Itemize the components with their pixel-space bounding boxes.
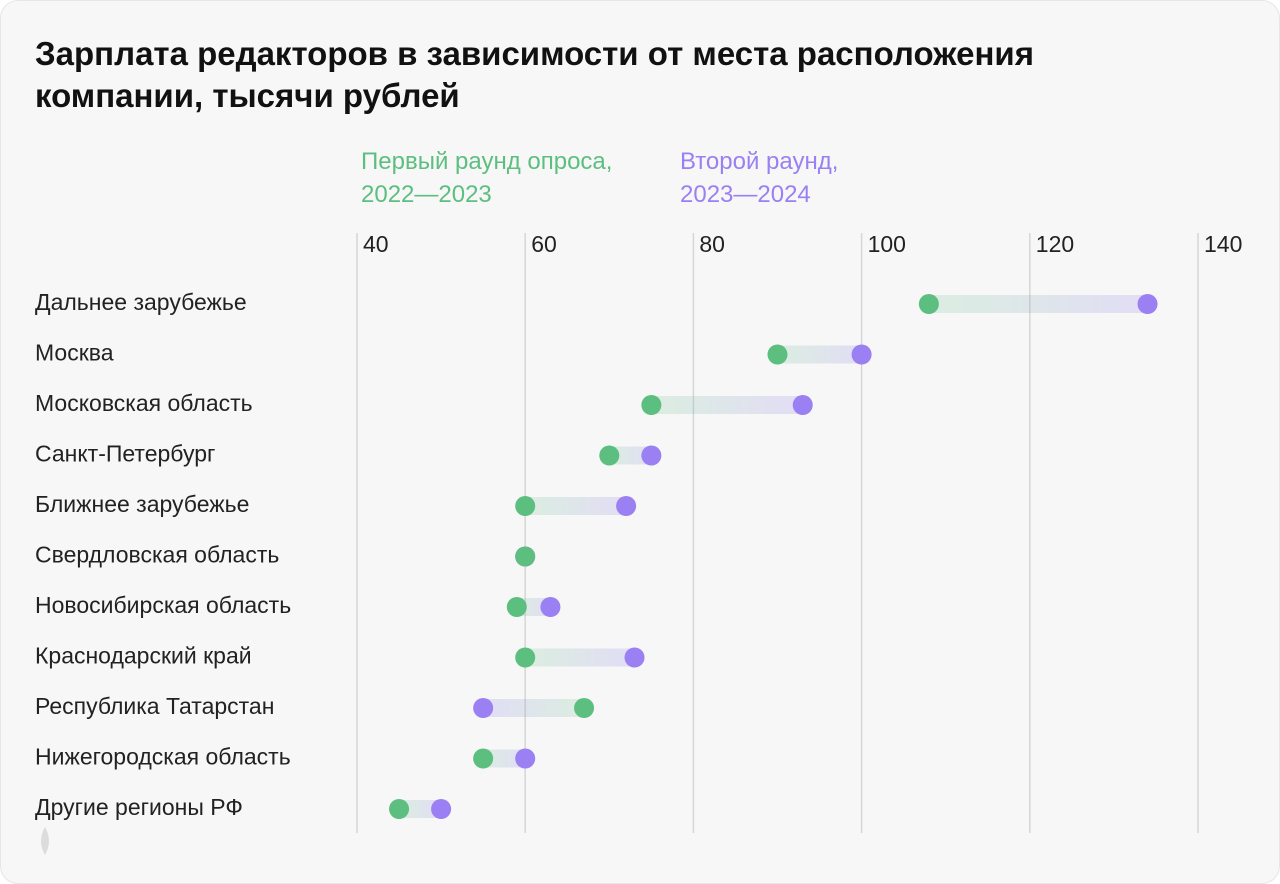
connector — [483, 699, 585, 717]
dot-round-2 — [616, 496, 637, 516]
connector — [525, 648, 635, 667]
dot-round-1 — [515, 546, 536, 567]
y-tick-label: Нижегородская область — [35, 744, 291, 770]
y-tick-label: Республика Татарстан — [35, 693, 274, 719]
x-tick-label: 100 — [868, 231, 906, 257]
x-tick-label: 60 — [531, 231, 557, 257]
connector — [399, 800, 442, 818]
dot-round-1 — [515, 647, 536, 668]
dot-round-2 — [540, 597, 561, 617]
connector — [525, 497, 627, 515]
y-tick-label: Ближнее зарубежье — [35, 491, 249, 517]
y-tick-label: Свердловская область — [35, 542, 279, 568]
y-tick-label: Краснодарский край — [35, 643, 252, 669]
logo — [41, 827, 49, 855]
y-tick-label: Дальнее зарубежье — [35, 289, 247, 315]
connector — [928, 295, 1148, 313]
connector — [609, 446, 652, 465]
dot-round-1 — [918, 294, 939, 314]
legend-entry: Второй раунд, 2023—2024 — [680, 148, 839, 208]
dot-round-1 — [641, 395, 662, 415]
connector — [483, 749, 526, 768]
x-tick-label: 80 — [699, 231, 725, 257]
chart-title: Зарплата редакторов в зависимости от мес… — [35, 35, 1034, 114]
dot-round-1 — [599, 445, 620, 466]
x-tick-label: 40 — [363, 231, 389, 257]
dot-round-2 — [473, 698, 494, 718]
dot-round-2 — [851, 344, 872, 365]
dot-round-2 — [641, 445, 662, 466]
dot-round-2 — [624, 647, 645, 668]
dot-round-2 — [792, 395, 813, 415]
dot-round-1 — [389, 799, 410, 819]
y-tick-label: Санкт-Петербург — [35, 441, 215, 467]
dot-round-1 — [515, 496, 536, 516]
dot-round-1 — [506, 597, 527, 617]
dot-round-1 — [574, 698, 595, 718]
y-tick-label: Москва — [35, 340, 114, 366]
dot-round-2 — [431, 799, 452, 819]
connector — [651, 396, 803, 414]
y-tick-label: Московская область — [35, 390, 253, 416]
dot-round-2 — [1137, 294, 1158, 314]
x-tick-label: 140 — [1204, 231, 1242, 257]
dot-round-1 — [473, 748, 494, 769]
dot-round-1 — [767, 344, 788, 365]
connector — [777, 345, 862, 364]
y-tick-label: Другие регионы РФ — [35, 794, 243, 820]
y-tick-label: Новосибирская область — [35, 592, 291, 618]
x-tick-label: 120 — [1036, 231, 1074, 257]
legend-entry: Первый раунд опроса, 2022—2023 — [361, 148, 613, 208]
dot-round-2 — [515, 748, 536, 769]
